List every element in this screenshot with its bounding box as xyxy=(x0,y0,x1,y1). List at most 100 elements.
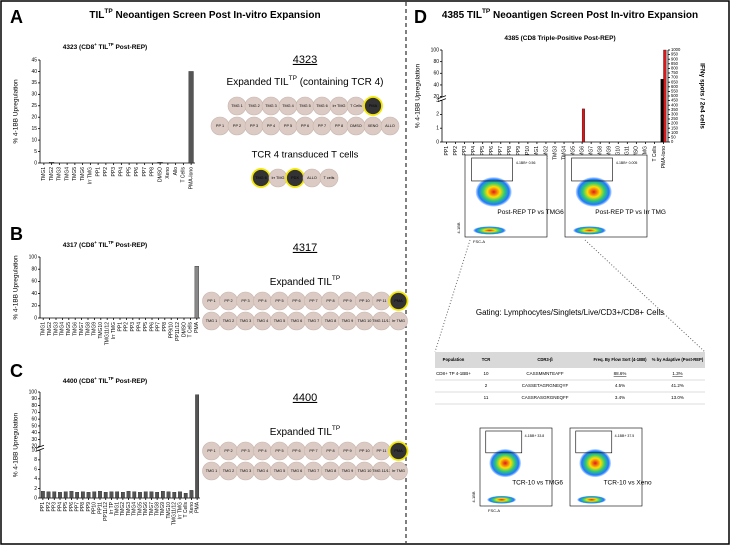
well-label: PP 3 xyxy=(241,299,249,303)
x-tick-label: PP1 xyxy=(444,146,450,156)
axis-break xyxy=(35,447,45,452)
y-tick-label: 6 xyxy=(34,467,37,473)
bar xyxy=(189,490,194,499)
table-header-bg xyxy=(435,352,705,368)
well-label: PP 5 xyxy=(284,124,292,128)
gating-note: Gating: Lymphocytes/Singlets/Live/CD3+/C… xyxy=(476,308,664,317)
well-label: PMA xyxy=(394,299,403,303)
y2-tick-label: 500 xyxy=(671,93,679,98)
gate-label: 4-1BB+ 0.56 xyxy=(516,161,536,165)
chart-title: 4323 (CD8+ TILTP Post-REP) xyxy=(63,42,147,51)
x-tick-label: PP7 xyxy=(74,502,80,512)
y-tick-label: 40 xyxy=(31,430,37,436)
y-axis-label: % 4-1BB Upregulation xyxy=(13,255,20,320)
y-tick-label: 20 xyxy=(31,303,37,309)
well-label: TMG 5 xyxy=(274,319,286,323)
text-part: (containing TCR 4) xyxy=(297,77,384,88)
flow-gate xyxy=(485,430,523,454)
well-label: PP 10 xyxy=(359,299,369,303)
x-tick-label: DMSO xyxy=(157,167,163,182)
text-part: 4317 (CD8 xyxy=(63,242,95,249)
bar xyxy=(69,491,74,499)
well-label: PP 6 xyxy=(301,124,309,128)
x-tick-label: PP11/12 xyxy=(175,322,181,341)
y2-tick-label: 100 xyxy=(671,130,679,135)
bar xyxy=(63,491,68,499)
well-label: TMG 11/12 xyxy=(372,319,391,323)
well-label: TMG 6 xyxy=(291,319,303,323)
y-tick-label: 3 xyxy=(436,98,439,104)
x-tick-label: PP1 xyxy=(95,167,101,177)
flow-axis-label: FSC-A xyxy=(473,239,485,244)
well xyxy=(363,96,383,116)
y-tick-label: 30 xyxy=(31,92,37,98)
well-label: PP 11 xyxy=(377,449,387,453)
x-tick-label: PP7 xyxy=(156,322,162,332)
well-label: PP 7 xyxy=(318,124,326,128)
connector xyxy=(584,239,706,353)
flow-axis-label: 4-1BB xyxy=(471,491,476,502)
bar xyxy=(143,491,148,499)
well-label: PP 9 xyxy=(343,299,351,303)
y-tick-label: 60 xyxy=(31,279,37,285)
bar xyxy=(155,492,160,499)
x-tick-label: PP8 xyxy=(162,322,168,332)
y-tick-label: 30 xyxy=(31,437,37,443)
well-label: Irr TMG xyxy=(392,469,405,473)
x-tick-label: PP4 xyxy=(57,502,63,512)
y2-tick-label: 50 xyxy=(671,135,676,140)
y2-tick-label: 750 xyxy=(671,70,679,75)
x-tick-label: PP1 xyxy=(40,502,46,512)
x-tick-label: TMG3 xyxy=(57,167,63,181)
well-label: TMG 7 xyxy=(308,319,320,323)
y2-tick-label: 300 xyxy=(671,112,679,117)
plate-title: Expanded TILTP xyxy=(270,275,340,287)
chart-title: 4385 (CD8 Triple-Positive Post-REP) xyxy=(504,35,615,42)
y-tick-label: 100 xyxy=(431,47,440,53)
x-tick-label: TMG11/12 xyxy=(172,502,178,525)
y2-tick-label: 350 xyxy=(671,107,679,112)
flow-caption: TCR-10 vs Xeno xyxy=(604,479,652,486)
bar xyxy=(120,492,125,499)
y-tick-label: 2 xyxy=(436,112,439,118)
well-label: PP 8 xyxy=(326,449,334,453)
table-cell: 41.2% xyxy=(671,383,684,388)
x-tick-label: TMG8 xyxy=(85,322,91,336)
x-tick-label: TMG1 xyxy=(534,146,540,160)
y2-tick-label: 550 xyxy=(671,89,679,94)
chart-title: 4400 (CD8+ TILTP Post-REP) xyxy=(63,376,147,385)
x-tick-label: DMSO xyxy=(634,146,640,161)
y2-tick-label: 900 xyxy=(671,56,679,61)
flow-caption: Post-REP TP vs Irr TMG xyxy=(595,209,666,216)
x-tick-label: PP7 xyxy=(142,167,148,177)
text-part: 4385 (CD8 Triple-Positive Post-REP) xyxy=(504,35,615,42)
x-tick-label: Irr TMG xyxy=(111,322,117,339)
y-tick-label: 100 xyxy=(29,389,38,395)
x-tick-label: Irr TP xyxy=(109,501,115,514)
x-tick-label: TMG5 xyxy=(72,167,78,181)
y-tick-label: 45 xyxy=(31,57,37,63)
flow-axis-label: FSC-A xyxy=(488,508,500,513)
text-part: TIL xyxy=(97,44,109,51)
bar xyxy=(581,108,585,143)
x-tick-label: TMG7 xyxy=(149,502,155,516)
x-tick-label: TMG10 xyxy=(98,322,104,339)
x-tick-label: PP1 xyxy=(117,322,123,332)
y-axis-label: % 4-1BB Upregulation xyxy=(13,412,20,477)
text-part: Expanded TIL xyxy=(270,277,333,288)
text-part: Neoantigen Screen Post In-vitro Expansio… xyxy=(490,10,698,21)
x-tick-label: TMG11/12 xyxy=(105,322,111,345)
x-tick-label: TMG7 xyxy=(588,146,594,160)
bar xyxy=(195,394,200,499)
x-tick-label: TMG2 xyxy=(49,167,55,181)
text-part: TIL xyxy=(89,10,104,21)
well-label: TMG 4 xyxy=(257,319,269,323)
well-label: TMG 3 xyxy=(240,319,252,323)
gate-label: 4-1BB+ 33.8 xyxy=(525,434,545,438)
well-label: PP 8 xyxy=(326,299,334,303)
well-label: TMG 7 xyxy=(308,469,320,473)
x-tick-label: TMG3 xyxy=(552,146,558,160)
table-header: TCR xyxy=(482,357,491,362)
y-tick-label: 60 xyxy=(31,416,37,422)
